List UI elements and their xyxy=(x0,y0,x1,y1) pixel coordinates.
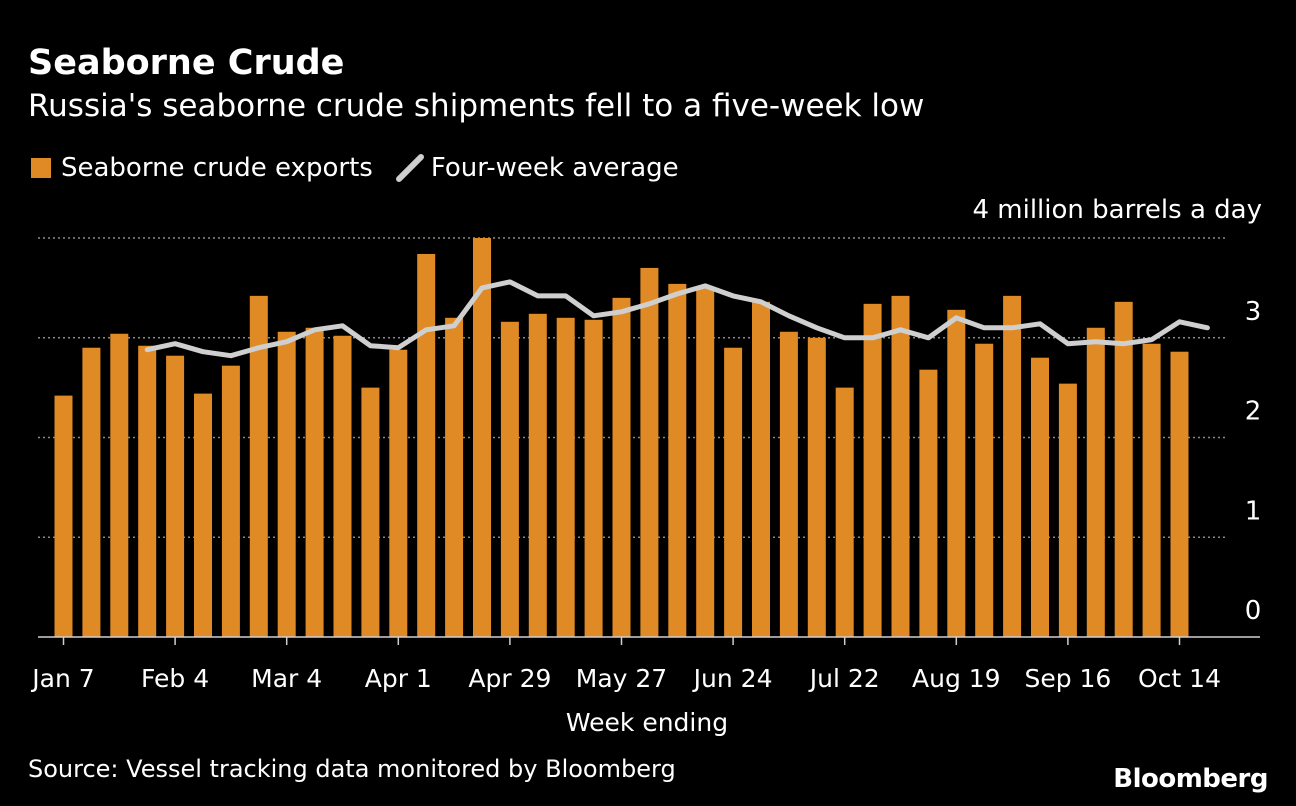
x-tick-label: Feb 4 xyxy=(141,664,209,693)
y-tick-label: 2 xyxy=(1245,397,1262,427)
bar xyxy=(584,319,603,637)
bar xyxy=(1031,357,1049,637)
bar xyxy=(835,387,854,637)
bar xyxy=(166,355,185,637)
bar xyxy=(1058,383,1077,637)
x-tick-label: Apr 29 xyxy=(468,664,551,693)
bar xyxy=(54,395,73,637)
x-axis-title: Week ending xyxy=(566,708,728,737)
bar xyxy=(556,317,575,637)
grid-lines xyxy=(38,237,1228,538)
legend-line-icon xyxy=(395,154,424,182)
x-tick-label: May 27 xyxy=(576,664,667,693)
bloomberg-logo: Bloomberg xyxy=(1113,764,1268,794)
bar xyxy=(500,321,519,637)
bar xyxy=(138,345,157,637)
y-tick-label: 1 xyxy=(1245,496,1262,526)
x-tick-label: Oct 14 xyxy=(1138,664,1221,693)
x-tick-label: Sep 16 xyxy=(1024,664,1111,693)
legend-bar-label: Seaborne crude exports xyxy=(61,153,373,183)
bar xyxy=(1086,327,1105,637)
bar xyxy=(528,313,547,637)
x-tick-label: Mar 4 xyxy=(251,664,322,693)
bar xyxy=(221,365,240,637)
bar xyxy=(333,335,352,637)
y-tick-label: 0 xyxy=(1245,596,1262,626)
bar xyxy=(277,331,296,637)
bar xyxy=(194,393,212,637)
four-week-average-line xyxy=(144,279,1210,359)
x-tick-label: Aug 19 xyxy=(912,664,1001,693)
bar xyxy=(696,287,715,637)
bar xyxy=(612,297,631,637)
bar xyxy=(752,301,770,637)
x-tick-label: Jul 22 xyxy=(808,664,880,693)
bar-series xyxy=(54,238,1189,637)
bar xyxy=(975,343,994,637)
y-axis-unit-label: 4 million barrels a day xyxy=(972,195,1262,225)
chart-legend: Seaborne crude exports Four-week average xyxy=(31,150,679,186)
bar xyxy=(779,331,798,637)
bar xyxy=(668,283,687,637)
bar xyxy=(361,387,380,637)
x-tick-label: Apr 1 xyxy=(365,664,432,693)
bar xyxy=(724,347,743,637)
bar xyxy=(1170,351,1189,637)
bar xyxy=(305,327,324,637)
bar xyxy=(110,333,129,637)
bar xyxy=(863,303,882,637)
bar xyxy=(249,295,268,637)
bar xyxy=(807,337,826,637)
average-line-series xyxy=(144,279,1210,359)
chart-subtitle: Russia's seaborne crude shipments fell t… xyxy=(28,88,925,124)
bar xyxy=(1114,301,1133,637)
legend-line-label: Four-week average xyxy=(430,153,679,183)
bar xyxy=(947,309,966,637)
x-tick-label: Jun 24 xyxy=(692,664,773,693)
x-tick-label: Jan 7 xyxy=(30,664,94,693)
bar xyxy=(445,317,464,637)
bar xyxy=(82,347,101,637)
bar xyxy=(473,238,491,637)
source-note: Source: Vessel tracking data monitored b… xyxy=(28,755,676,783)
bar xyxy=(640,267,659,637)
bar xyxy=(919,369,938,637)
bar xyxy=(389,349,408,637)
chart-title: Seaborne Crude xyxy=(28,43,345,83)
bar xyxy=(1142,343,1161,637)
legend-bar-swatch-icon xyxy=(31,158,51,178)
bar xyxy=(1003,295,1022,637)
bar xyxy=(417,253,436,637)
axes: 0 1 2 3 Jan 7 Feb 4 Mar 4 Apr 1 Apr 29 May 27 Jun … xyxy=(30,297,1261,737)
bar xyxy=(891,295,910,637)
y-tick-label: 3 xyxy=(1245,297,1262,327)
